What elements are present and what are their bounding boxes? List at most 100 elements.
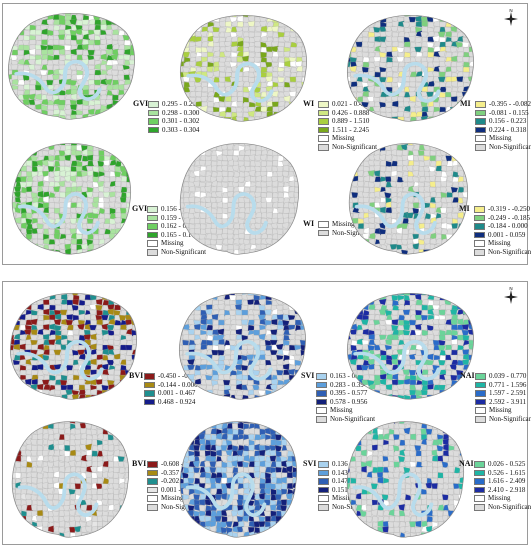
district-polygon [113, 515, 120, 522]
district-polygon [391, 339, 399, 346]
district-polygon [199, 212, 206, 219]
district-polygon [438, 66, 446, 73]
district-polygon [36, 505, 43, 511]
district-polygon [253, 293, 260, 297]
district-polygon [126, 227, 131, 235]
district-polygon [25, 373, 32, 381]
district-polygon [429, 143, 436, 146]
district-polygon [391, 309, 399, 316]
district-polygon [289, 319, 296, 326]
district-polygon [11, 24, 18, 32]
district-polygon [266, 249, 274, 255]
district-polygon [15, 526, 22, 534]
district-polygon [413, 155, 420, 162]
district-polygon [188, 298, 195, 306]
district-polygon [409, 324, 418, 332]
district-polygon [215, 175, 223, 182]
district-polygon [445, 185, 453, 193]
district-polygon [15, 143, 22, 146]
river [14, 59, 102, 101]
legend-item: 0.468 - 0.924 [144, 398, 200, 407]
legend-swatch [144, 398, 155, 406]
district-polygon [218, 61, 226, 68]
district-polygon [445, 197, 453, 203]
district-polygon [43, 324, 50, 331]
map-legend: MI -0.395 - -0.082 -0.081 - 0.155 0.156 - 0… [460, 99, 531, 152]
district-polygon [276, 358, 284, 366]
district-polygon [288, 51, 297, 59]
district-polygon [396, 150, 403, 157]
district-polygon [195, 111, 202, 118]
district-polygon [347, 66, 352, 73]
legend-label: 0.295 - 0.297 [162, 100, 200, 108]
legend-item: -0.450 - -0.145 [144, 372, 200, 381]
district-polygon [179, 314, 184, 322]
district-polygon [357, 223, 365, 229]
district-polygon [35, 58, 42, 66]
district-polygon [42, 532, 49, 538]
district-polygon [409, 364, 417, 372]
district-polygon [380, 180, 386, 188]
district-polygon [180, 233, 185, 241]
district-polygon [349, 334, 357, 341]
district-polygon [282, 165, 290, 172]
legend-label: 2.592 - 3.911 [489, 397, 527, 406]
district-polygon [71, 304, 80, 311]
legend-swatch [316, 373, 327, 380]
district-polygon [288, 154, 295, 162]
district-polygon [53, 389, 62, 396]
district-polygon [415, 299, 423, 306]
district-polygon [462, 293, 470, 296]
legend-label: Missing [488, 239, 511, 248]
legend-item: 0.156 - 0.223 [475, 117, 531, 126]
district-polygon [283, 116, 291, 122]
district-polygon [247, 116, 255, 122]
district-polygon [457, 31, 465, 38]
district-polygon [390, 202, 398, 209]
district-polygon [396, 111, 405, 118]
district-polygon [463, 159, 468, 167]
district-polygon [180, 165, 184, 172]
district-polygon [212, 324, 219, 331]
city-outline [346, 14, 474, 122]
district-polygon [194, 218, 201, 225]
district-polygon [84, 313, 91, 321]
district-polygon [193, 314, 201, 321]
district-polygon [238, 207, 246, 214]
district-polygon [409, 379, 417, 386]
district-polygon [212, 394, 219, 400]
district-polygon [265, 180, 273, 188]
district-polygon [427, 388, 434, 396]
district-polygon [10, 389, 15, 397]
district-polygon [374, 170, 381, 177]
district-polygon [281, 149, 290, 156]
district-polygon [277, 389, 286, 396]
legend-label: -0.450 - -0.145 [158, 372, 200, 380]
district-polygon [211, 313, 219, 321]
district-polygon [181, 379, 189, 386]
district-polygon [362, 389, 370, 396]
district-polygon [272, 244, 279, 251]
district-polygon [54, 324, 62, 332]
district-polygon [96, 344, 103, 351]
district-polygon [277, 197, 285, 203]
district-polygon [23, 44, 30, 51]
district-polygon [91, 207, 99, 215]
district-polygon [430, 237, 437, 245]
district-polygon [15, 520, 22, 528]
district-polygon [206, 15, 214, 18]
district-polygon [301, 21, 307, 28]
district-polygon [189, 16, 198, 24]
district-polygon [421, 319, 430, 326]
district-polygon [108, 201, 116, 209]
district-polygon [261, 186, 268, 193]
district-polygon [247, 304, 255, 311]
district-polygon [183, 145, 190, 152]
district-polygon [437, 76, 446, 83]
district-polygon [86, 421, 92, 424]
district-polygon [47, 29, 54, 37]
district-polygon [194, 329, 201, 336]
district-polygon [221, 181, 229, 188]
district-polygon [46, 64, 54, 71]
district-polygon [114, 293, 121, 296]
